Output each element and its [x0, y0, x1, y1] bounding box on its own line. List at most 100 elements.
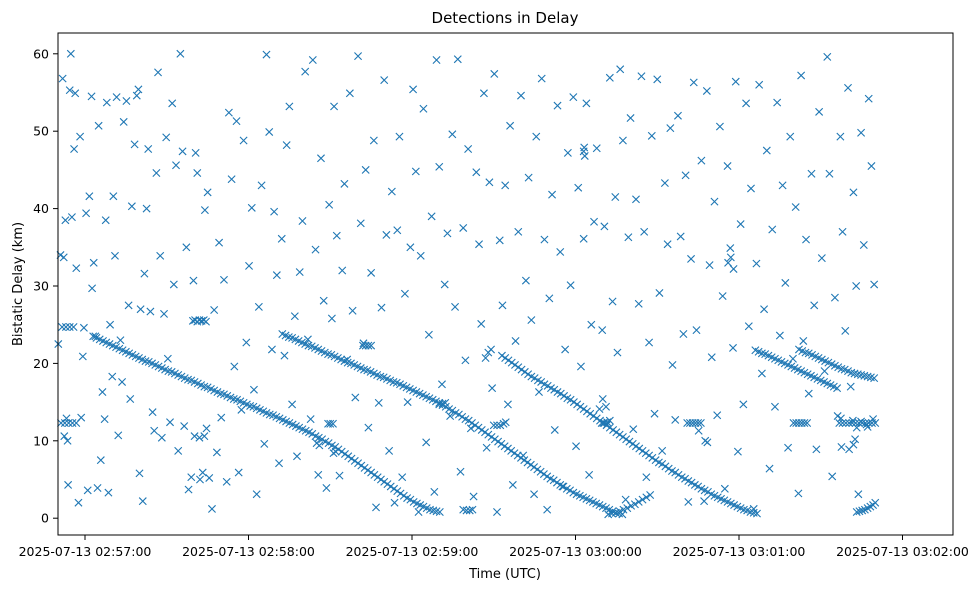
- scatter-point: [841, 326, 850, 335]
- scatter-point: [501, 181, 510, 190]
- scatter-point: [540, 235, 549, 244]
- scatter-point: [630, 500, 639, 509]
- scatter-point: [637, 72, 646, 81]
- scatter-point: [372, 503, 381, 512]
- scatter-point: [851, 435, 860, 444]
- scatter-point: [88, 284, 97, 293]
- scatter-point: [718, 292, 727, 301]
- scatter-point: [576, 402, 585, 411]
- scatter-point: [340, 179, 349, 188]
- scatter-point: [752, 259, 761, 268]
- scatter-point: [122, 97, 131, 106]
- scatter-point: [559, 482, 568, 491]
- scatter-point: [435, 162, 444, 171]
- scatter-point: [681, 474, 690, 483]
- scatter-point: [569, 398, 578, 407]
- scatter-point: [855, 507, 864, 516]
- scatter-point: [130, 140, 139, 149]
- scatter-point: [646, 490, 655, 499]
- scatter-point: [684, 497, 693, 506]
- scatter-point: [521, 276, 530, 285]
- scatter-point: [825, 169, 834, 178]
- scatter-point: [154, 68, 163, 77]
- scatter-point: [638, 495, 647, 504]
- scatter-point: [156, 251, 165, 260]
- scatter-point: [454, 410, 463, 419]
- scatter-point: [837, 443, 846, 451]
- scatter-point: [277, 234, 286, 243]
- scatter-point: [561, 345, 570, 354]
- scatter-point: [242, 338, 251, 347]
- scatter-point: [112, 93, 121, 102]
- scatter-point: [182, 243, 191, 252]
- scatter-point: [469, 492, 478, 501]
- scatter-point: [198, 468, 207, 477]
- scatter-point: [396, 489, 405, 498]
- scatter-point: [200, 432, 209, 441]
- scatter-point: [744, 322, 753, 331]
- scatter-point: [374, 398, 383, 407]
- scatter-point: [671, 415, 680, 424]
- scatter-point: [430, 487, 439, 496]
- scatter-point: [308, 429, 317, 438]
- scatter-point: [298, 216, 307, 225]
- scatter-point: [380, 76, 389, 85]
- scatter-point: [306, 415, 315, 424]
- scatter-point: [96, 456, 105, 465]
- scatter-point: [479, 89, 488, 98]
- scatter-point: [493, 421, 502, 430]
- scatter-point: [363, 466, 372, 475]
- scatter-point: [119, 117, 128, 126]
- scatter-point: [393, 487, 402, 496]
- scatter-point: [142, 204, 151, 213]
- scatter-point: [658, 446, 667, 455]
- scatter-point: [752, 509, 761, 518]
- scatter-point: [319, 296, 328, 305]
- scatter-point: [566, 486, 575, 495]
- scatter-point: [852, 282, 861, 290]
- scatter-point: [632, 195, 640, 204]
- scatter-point: [815, 107, 824, 116]
- scatter-point: [618, 136, 627, 145]
- scatter-point: [311, 245, 320, 254]
- scatter-point: [212, 448, 221, 457]
- scatter-point: [71, 89, 80, 98]
- scatter-point: [572, 442, 581, 451]
- scatter-point: [157, 433, 166, 442]
- scatter-point: [736, 220, 745, 229]
- scatter-point: [252, 490, 261, 499]
- scatter-point: [739, 400, 748, 409]
- scatter-point: [765, 464, 774, 473]
- scatter-point: [78, 352, 87, 361]
- scatter-point: [830, 293, 839, 302]
- scatter-point: [598, 395, 607, 403]
- scatter-point: [613, 348, 622, 357]
- x-tick-label: 2025-07-13 02:58:00: [182, 544, 315, 559]
- scatter-point: [857, 128, 866, 137]
- scatter-point: [61, 323, 70, 332]
- scatter-point: [623, 504, 632, 513]
- scatter-point: [376, 475, 385, 484]
- scatter-point: [517, 365, 526, 374]
- scatter-point: [848, 416, 857, 425]
- scatter-point: [150, 426, 159, 435]
- scatter-point: [189, 276, 198, 285]
- scatter-point: [435, 508, 444, 516]
- scatter-point: [550, 385, 559, 394]
- scatter-point: [481, 428, 490, 437]
- scatter-point: [427, 212, 436, 221]
- scatter-point: [715, 122, 724, 131]
- scatter-point: [775, 331, 784, 340]
- scatter-point: [729, 264, 738, 273]
- scatter-point: [465, 506, 474, 515]
- scatter-point: [148, 408, 157, 417]
- scatter-point: [468, 505, 477, 514]
- scatter-point: [76, 132, 85, 141]
- scatter-point: [510, 449, 519, 458]
- scatter-point: [566, 281, 575, 290]
- y-tick-label: 30: [33, 279, 49, 294]
- scatter-point: [612, 428, 621, 437]
- scatter-point: [361, 165, 370, 174]
- scatter-point: [308, 56, 317, 64]
- scatter-point: [566, 395, 575, 404]
